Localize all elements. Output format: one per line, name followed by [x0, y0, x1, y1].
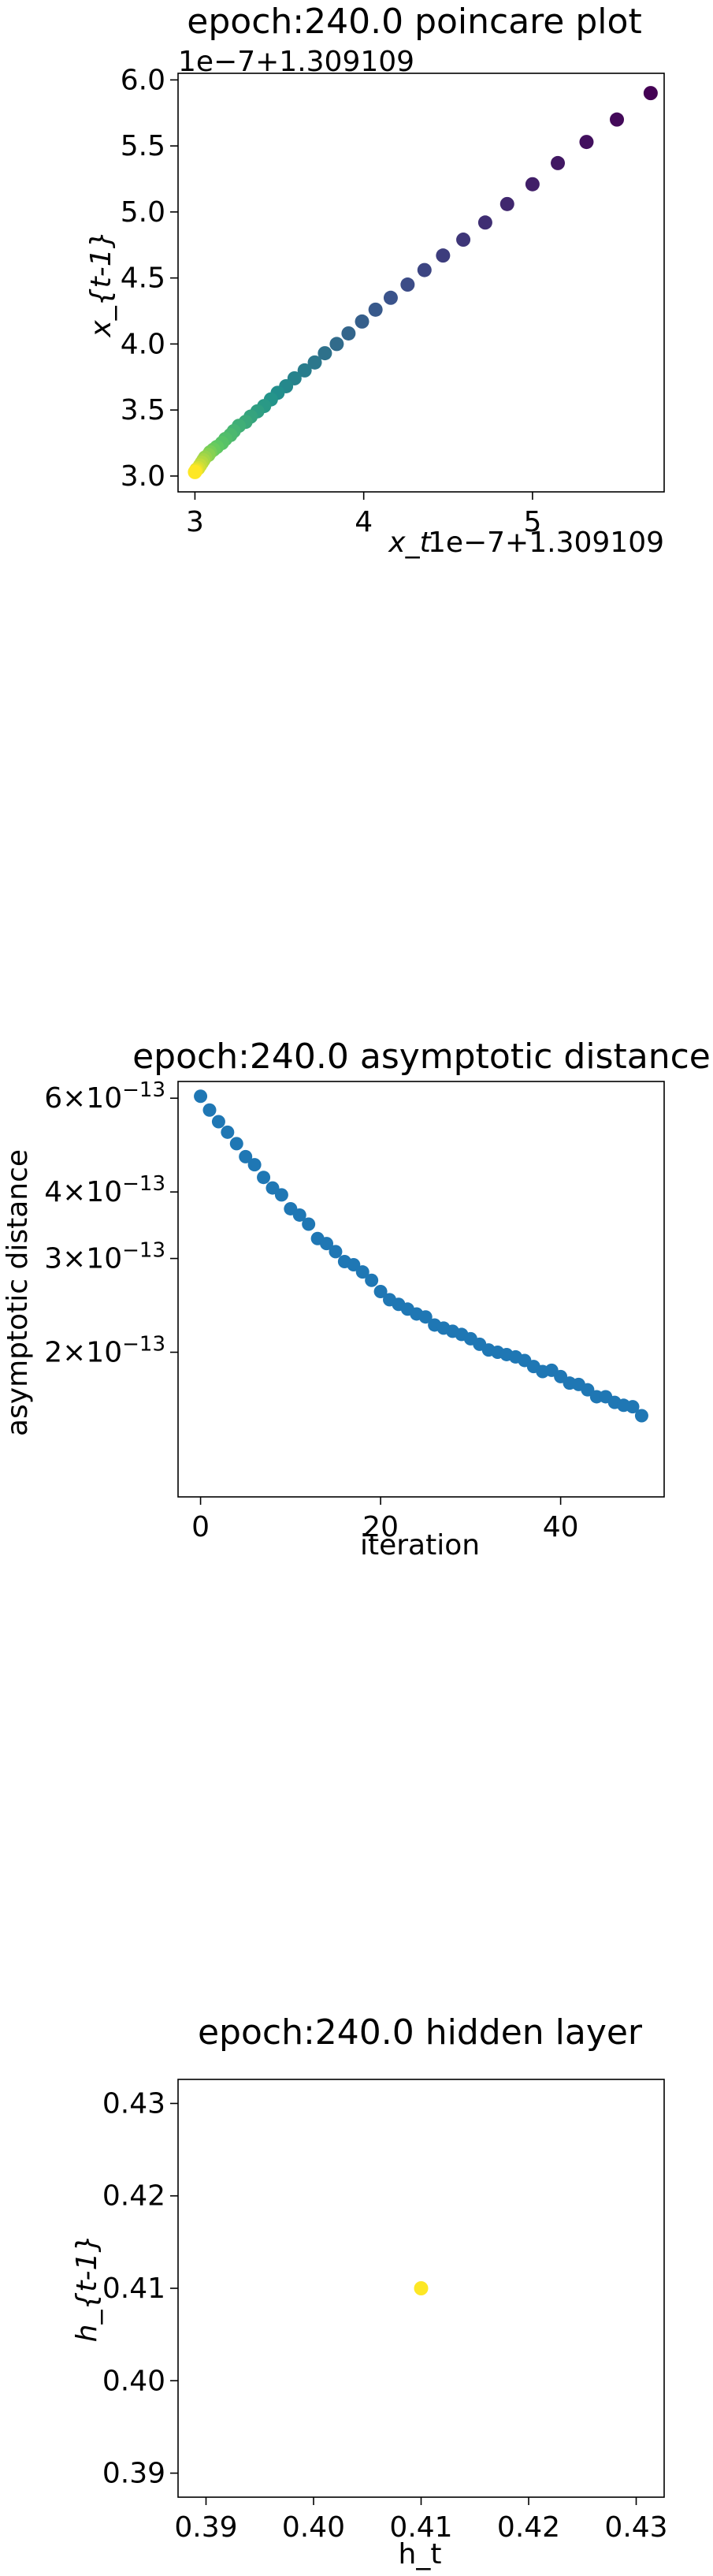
data-point — [477, 215, 492, 230]
data-point — [610, 112, 625, 127]
data-point — [551, 155, 566, 170]
y-tick-label: 0.42 — [102, 2180, 165, 2213]
data-point — [347, 1257, 361, 1271]
data-point — [341, 326, 356, 341]
poincare-plot-frame — [177, 73, 665, 493]
data-point — [257, 1171, 271, 1185]
data-point — [202, 1103, 217, 1117]
hidden-layer-title: epoch:240.0 hidden layer — [198, 2012, 643, 2053]
poincare-x-ticks: 3 4 5 — [186, 492, 541, 538]
y-tick-label: 3.0 — [121, 460, 165, 493]
poincare-y-axis-label: x_{t-1} — [85, 230, 117, 337]
x-tick-label: 0.43 — [604, 2511, 667, 2544]
y-tick-label: 4.5 — [121, 262, 165, 295]
data-point — [329, 1245, 343, 1259]
data-point — [274, 1188, 288, 1202]
data-point — [418, 1310, 433, 1324]
data-point — [626, 1400, 640, 1414]
y-tick-label: 4.0 — [121, 328, 165, 360]
x-tick-label: 5 — [523, 506, 541, 538]
y-tick-label: 4×10−13 — [44, 1172, 165, 1208]
asymptotic-y-ticks: 2×10−13 3×10−13 4×10−13 6×10−13 — [44, 1078, 178, 1369]
data-point — [417, 262, 432, 277]
data-point — [579, 135, 594, 150]
asymptotic-plot-frame — [177, 1081, 665, 1498]
x-tick-label: 0.39 — [174, 2511, 237, 2544]
hidden-layer-x-axis-label: h_t — [399, 2538, 442, 2570]
x-tick-label: 3 — [186, 506, 204, 538]
poincare-y-offset-text: 1e−7+1.309109 — [178, 46, 414, 78]
data-point — [307, 355, 322, 370]
data-point — [318, 346, 332, 361]
data-point — [456, 233, 471, 248]
y-tick-label: 5.0 — [121, 196, 165, 229]
y-tick-label: 3×10−13 — [44, 1239, 165, 1275]
y-tick-label: 5.5 — [121, 130, 165, 162]
data-point — [229, 1137, 243, 1151]
data-point — [329, 337, 344, 352]
asymptotic-points — [194, 1089, 648, 1423]
data-point — [188, 464, 202, 479]
y-tick-label: 3.5 — [121, 394, 165, 426]
x-tick-label: 4 — [355, 506, 373, 538]
data-point — [355, 314, 369, 329]
data-point — [436, 248, 451, 263]
data-point — [368, 302, 383, 317]
data-point — [247, 1158, 262, 1172]
data-point — [292, 1208, 306, 1222]
x-tick-label: 0.42 — [497, 2511, 560, 2544]
x-tick-label: 0.40 — [282, 2511, 345, 2544]
x-tick-label: 0.41 — [389, 2511, 452, 2544]
hidden-layer-points — [414, 2281, 429, 2295]
x-tick-label: 20 — [362, 1511, 399, 1543]
data-point — [239, 1149, 253, 1163]
data-point — [365, 1273, 379, 1287]
data-point — [499, 196, 514, 211]
asymptotic-x-ticks: 0 20 40 — [191, 1497, 579, 1543]
asymptotic-x-axis-label: iteration — [360, 1529, 480, 1562]
y-tick-label: 0.39 — [102, 2458, 165, 2490]
data-point — [414, 2281, 429, 2295]
data-point — [221, 1125, 235, 1139]
data-point — [400, 277, 415, 292]
data-point — [525, 177, 540, 192]
y-tick-label: 0.41 — [102, 2273, 165, 2305]
y-tick-label: 0.43 — [102, 2087, 165, 2120]
poincare-points — [188, 86, 658, 479]
hidden-layer-y-ticks: 0.39 0.40 0.41 0.42 0.43 — [102, 2087, 178, 2490]
poincare-x-axis-label: x_t — [388, 527, 432, 559]
data-point — [643, 86, 658, 101]
data-point — [194, 1089, 208, 1104]
x-tick-label: 40 — [543, 1511, 579, 1543]
poincare-x-offset-text: 1e−7+1.309109 — [428, 527, 664, 559]
poincare-title: epoch:240.0 poincare plot — [187, 2, 641, 42]
hidden-layer-x-ticks: 0.39 0.40 0.41 0.42 0.43 — [174, 2497, 668, 2544]
data-point — [297, 363, 312, 378]
asymptotic-distance-chart: epoch:240.0 asymptotic distance 2×10−13 3… — [2, 1037, 711, 1562]
y-tick-label: 6×10−13 — [44, 1078, 165, 1115]
y-tick-label: 6.0 — [121, 64, 165, 96]
data-point — [355, 1265, 369, 1279]
y-tick-label: 2×10−13 — [44, 1333, 165, 1369]
poincare-chart: epoch:240.0 poincare plot 1e−7+1.309109 … — [85, 2, 665, 559]
data-point — [211, 1115, 225, 1129]
asymptotic-title: epoch:240.0 asymptotic distance — [132, 1037, 711, 1077]
y-tick-label: 0.40 — [102, 2365, 165, 2397]
x-tick-label: 0 — [191, 1511, 210, 1543]
poincare-y-ticks: 3.0 3.5 4.0 4.5 5.0 5.5 6.0 — [121, 64, 178, 493]
asymptotic-y-axis-label: asymptotic distance — [2, 1149, 34, 1436]
data-point — [320, 1237, 334, 1251]
data-point — [634, 1409, 648, 1423]
data-point — [373, 1285, 388, 1299]
data-point — [383, 290, 398, 305]
data-point — [302, 1217, 316, 1231]
hidden-layer-chart: epoch:240.0 hidden layer 0.39 0.40 0.41 0.4… — [71, 2012, 668, 2570]
hidden-layer-y-axis-label: h_{t-1} — [71, 2235, 103, 2343]
